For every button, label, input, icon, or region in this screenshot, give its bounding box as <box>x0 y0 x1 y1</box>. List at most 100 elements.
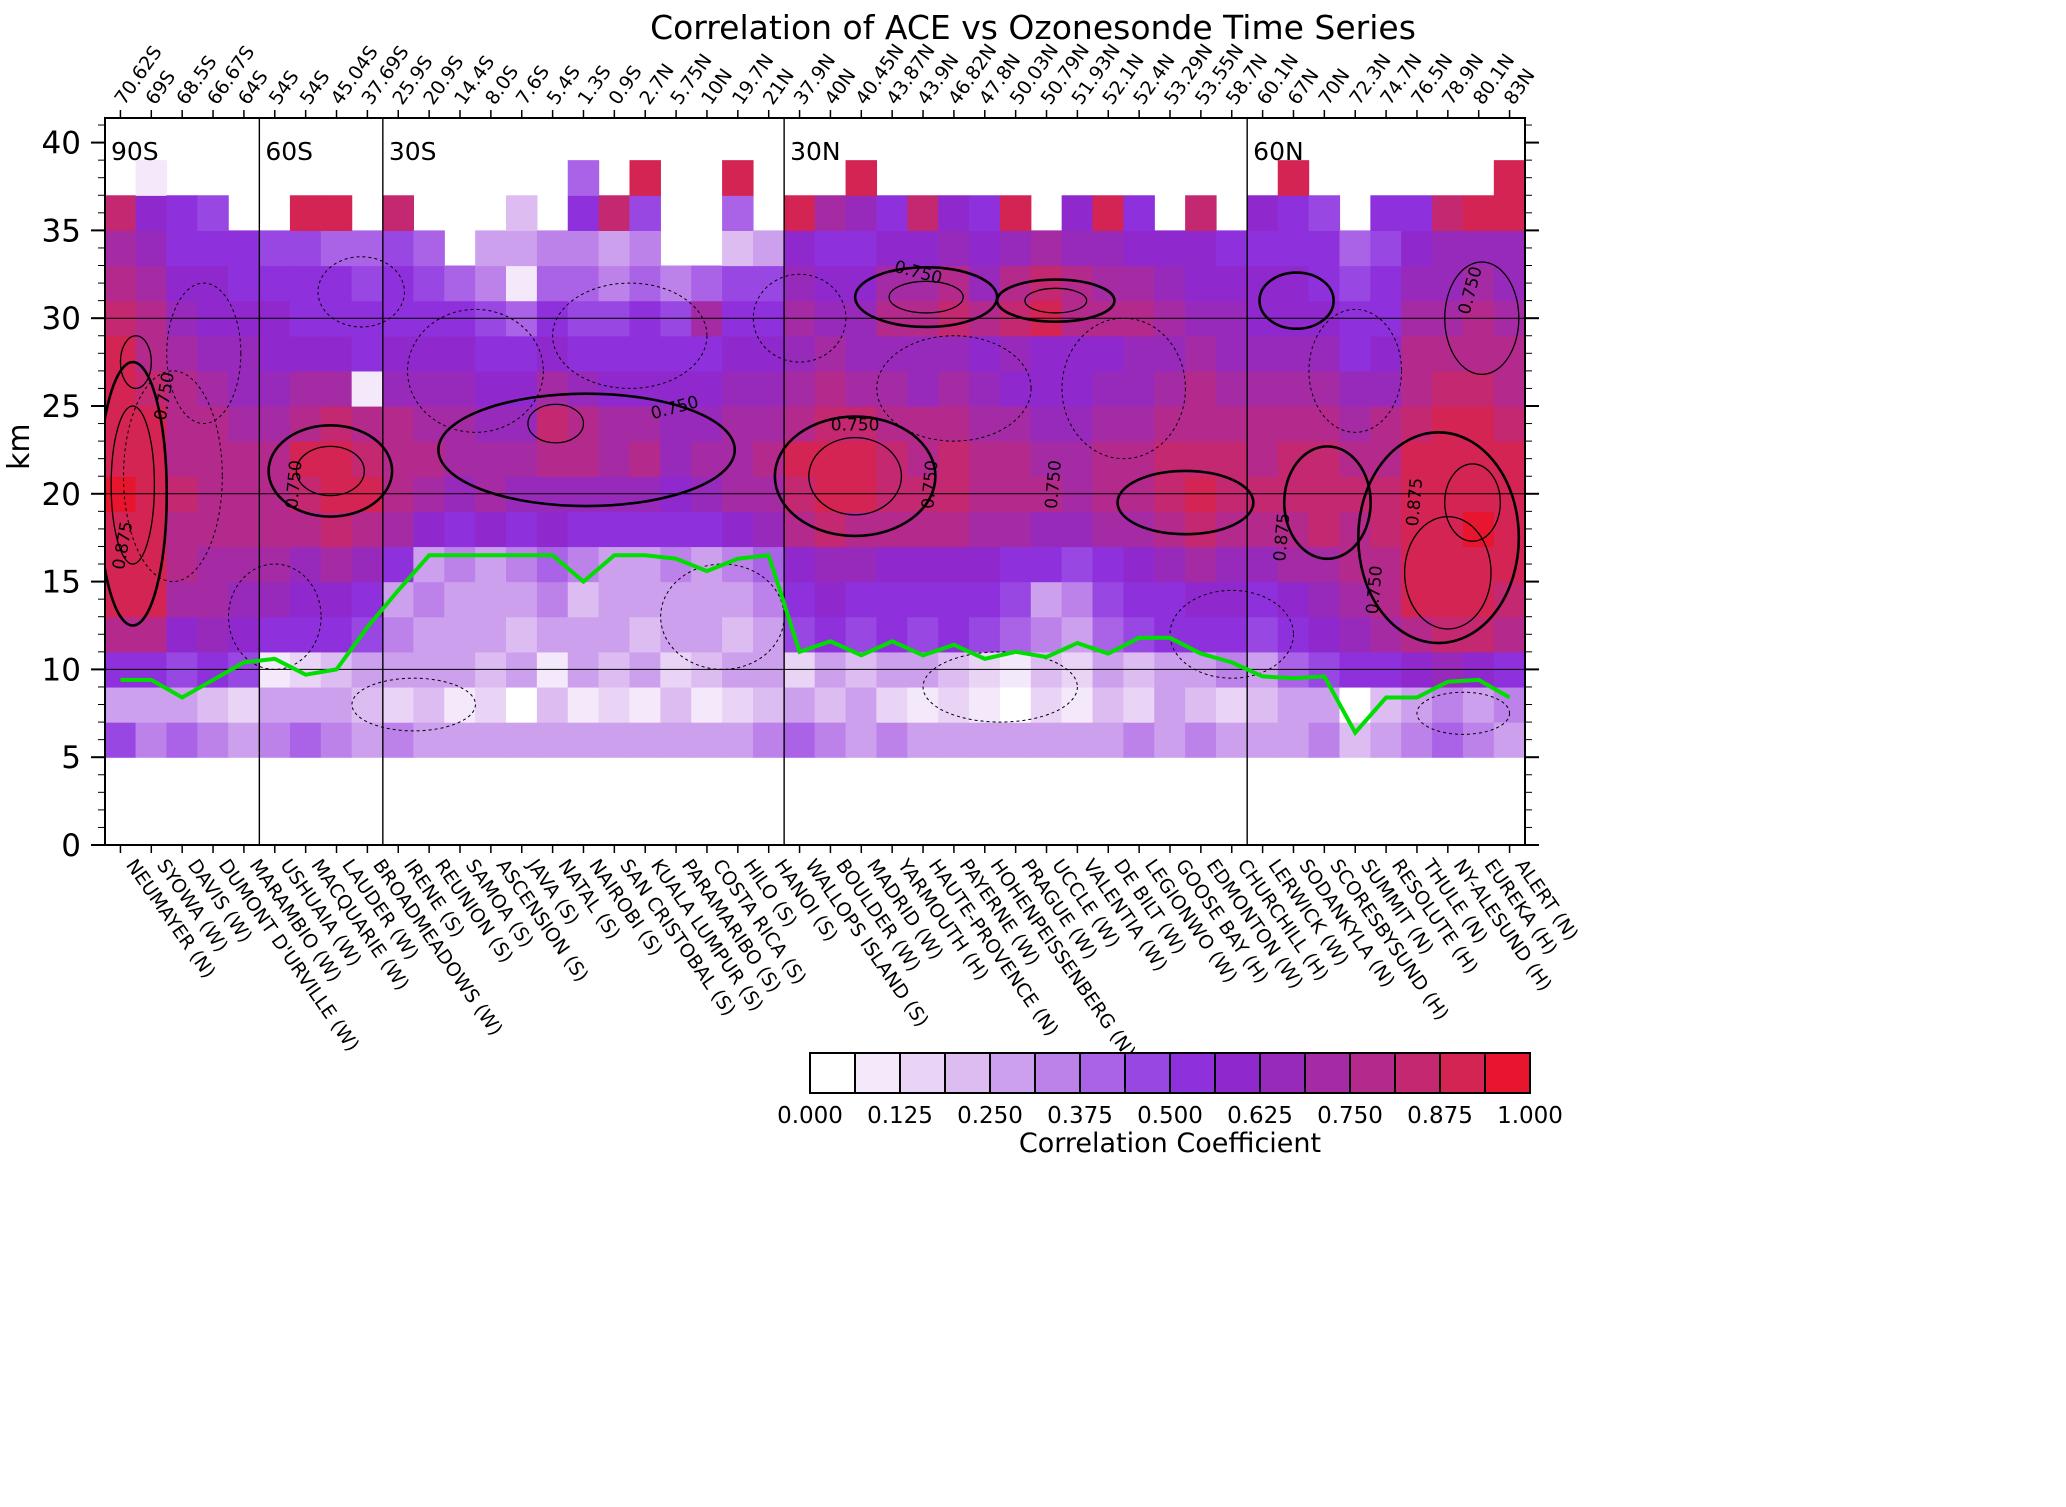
contour-thin <box>808 436 903 516</box>
heatmap-cell <box>320 230 353 267</box>
heatmap-cell <box>320 405 353 442</box>
heatmap-cell <box>506 405 538 442</box>
contour-label: 0.750 <box>831 416 880 436</box>
heatmap-cell <box>105 265 137 302</box>
heatmap-cell <box>567 616 600 653</box>
heatmap-cell <box>1339 616 1371 653</box>
heatmap-cell <box>259 230 291 267</box>
heatmap-cell <box>814 722 847 758</box>
heatmap-cell <box>197 581 229 618</box>
heatmap-cell <box>351 335 384 372</box>
heatmap-cell <box>444 335 476 372</box>
heatmap-cell <box>1030 511 1063 548</box>
heatmap-cell <box>567 195 600 231</box>
contour-thick <box>773 415 937 538</box>
contour-thick <box>995 278 1116 324</box>
contour-label: 0.750 <box>1363 565 1387 615</box>
heatmap-cell <box>814 686 847 723</box>
heatmap-cell <box>1246 195 1279 231</box>
heatmap-cell <box>382 405 414 442</box>
heatmap-cell <box>752 405 785 442</box>
colorbar-tick-label: 0.125 <box>867 1103 933 1129</box>
heatmap-cell <box>752 511 785 548</box>
contour-dashed <box>752 273 847 363</box>
heatmap-cell <box>969 441 1001 477</box>
heatmap-cell <box>1401 230 1433 267</box>
heatmap-cell <box>289 335 322 372</box>
heatmap-cell <box>1277 686 1310 723</box>
heatmap-cell <box>351 616 384 653</box>
heatmap-cell <box>722 160 754 196</box>
heatmap-cell <box>166 511 198 548</box>
heatmap-cell <box>1462 195 1495 231</box>
heatmap-cell <box>228 405 260 442</box>
heatmap-cell <box>722 441 754 477</box>
latitude-label: 54S <box>296 67 335 109</box>
heatmap-cell <box>722 511 754 548</box>
colorbar-cell <box>1259 1052 1306 1094</box>
heatmap-cell <box>1216 581 1248 618</box>
heatmap-cell <box>536 686 569 723</box>
heatmap-cell <box>598 370 631 407</box>
heatmap-cell <box>228 616 260 653</box>
heatmap-cell <box>1030 370 1063 407</box>
heatmap-cell <box>1339 335 1371 372</box>
heatmap-cell <box>351 370 384 407</box>
heatmap-cell <box>752 722 785 758</box>
heatmap-cell <box>1277 405 1310 442</box>
heatmap-cell <box>660 370 692 407</box>
heatmap-cell <box>1246 441 1279 477</box>
heatmap-cell <box>1277 335 1310 372</box>
heatmap-cell <box>135 230 168 267</box>
contour-thick <box>105 360 169 627</box>
heatmap-cell <box>1030 335 1063 372</box>
heatmap-cell <box>1432 511 1464 548</box>
heatmap-cell <box>1061 546 1094 583</box>
heatmap-cell <box>969 546 1001 583</box>
heatmap-cell <box>1246 686 1279 723</box>
heatmap-cell <box>1092 230 1124 267</box>
heatmap-cell <box>1154 616 1186 653</box>
contour-dashed <box>1169 589 1294 679</box>
heatmap-cell <box>969 511 1001 548</box>
heatmap-cell <box>1123 686 1155 723</box>
heatmap-cell <box>1277 441 1310 477</box>
heatmap-cell <box>1277 581 1310 618</box>
heatmap-cell <box>1246 511 1279 548</box>
heatmap-cell <box>783 335 816 372</box>
colorbar-cell <box>1484 1052 1531 1094</box>
colorbar-cell <box>1349 1052 1396 1094</box>
heatmap-cell <box>598 230 631 267</box>
heatmap-cell <box>105 370 137 407</box>
contour-dashed <box>1416 691 1511 735</box>
heatmap-cell <box>845 511 878 548</box>
colorbar-label: Correlation Coefficient <box>1018 1128 1322 1159</box>
heatmap-cell <box>1370 405 1402 442</box>
heatmap-cell <box>1061 722 1094 758</box>
heatmap-cell <box>506 546 538 583</box>
heatmap-cell <box>289 370 322 407</box>
heatmap-cell <box>845 581 878 618</box>
heatmap-cell <box>1123 230 1155 267</box>
heatmap-cell <box>289 405 322 442</box>
heatmap-cell <box>1432 195 1464 231</box>
heatmap-cell <box>1216 441 1248 477</box>
heatmap-cell <box>228 230 260 267</box>
heatmap-cell <box>999 686 1032 723</box>
heatmap-cell <box>783 581 816 618</box>
heatmap-cell <box>1308 722 1341 758</box>
heatmap-cell <box>536 265 569 302</box>
heatmap-cell <box>969 616 1001 653</box>
heatmap-cell <box>413 686 445 723</box>
heatmap-cell <box>1185 546 1217 583</box>
heatmap-cell <box>999 370 1032 407</box>
heatmap-cell <box>999 335 1032 372</box>
heatmap-cell <box>1185 686 1217 723</box>
heatmap-cell <box>475 686 507 723</box>
heatmap-cell <box>228 335 260 372</box>
y-tick-label: 35 <box>42 213 81 249</box>
heatmap-cell <box>660 405 692 442</box>
heatmap-cell <box>1030 722 1063 758</box>
heatmap-cell <box>1432 686 1464 723</box>
heatmap-cell <box>475 370 507 407</box>
